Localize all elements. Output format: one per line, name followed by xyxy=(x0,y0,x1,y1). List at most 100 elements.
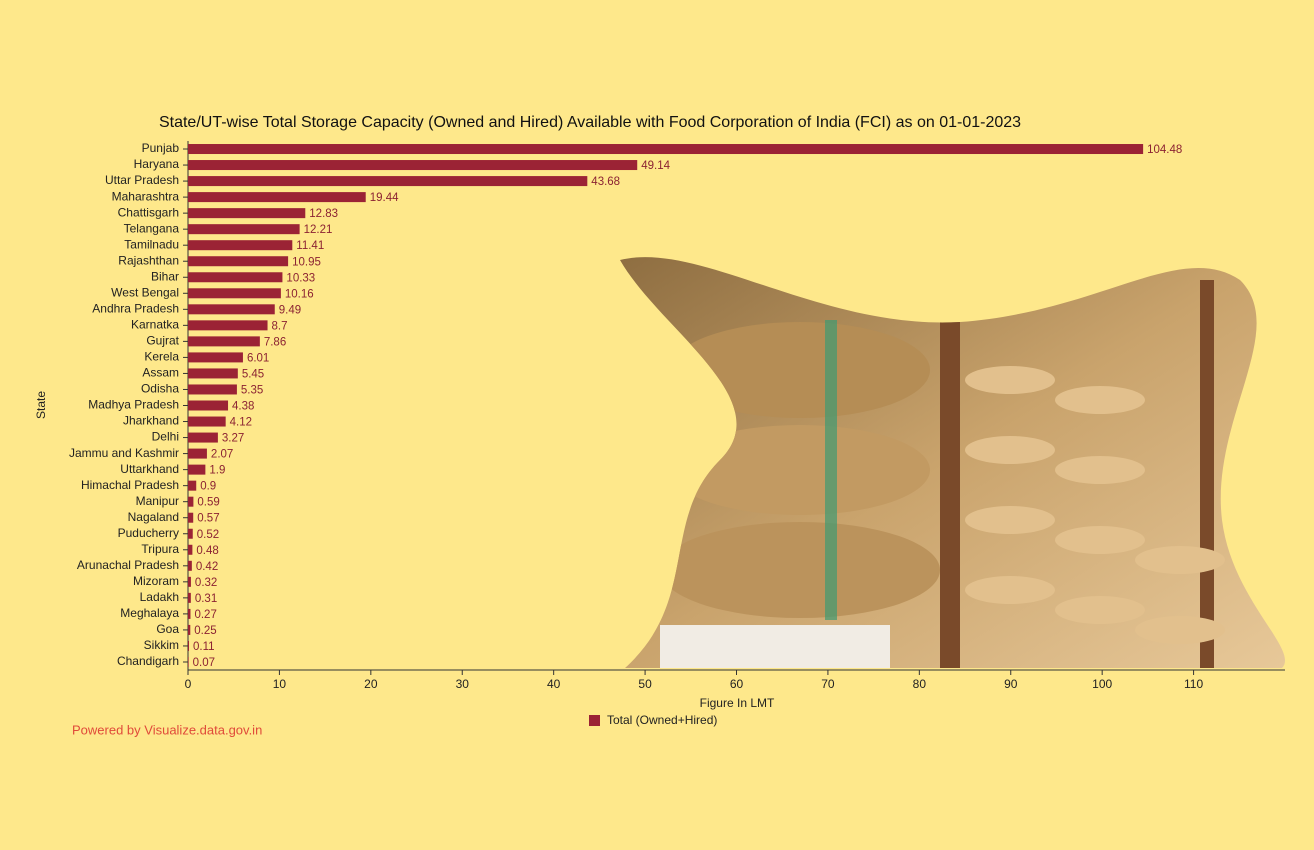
y-tick-label: Tamilnadu xyxy=(124,237,179,251)
value-label: 0.32 xyxy=(195,577,217,589)
x-tick-label: 30 xyxy=(456,677,470,691)
value-label: 0.9 xyxy=(200,481,216,493)
y-tick-label: Madhya Pradesh xyxy=(88,398,179,412)
bar xyxy=(188,608,191,619)
y-tick-label: Kerela xyxy=(144,350,179,364)
bar xyxy=(188,368,238,379)
y-tick-label: Chandigarh xyxy=(117,654,179,668)
bar xyxy=(188,240,293,251)
value-label: 4.12 xyxy=(230,417,252,429)
value-label: 0.42 xyxy=(196,561,218,573)
bar xyxy=(188,592,191,603)
bar xyxy=(188,304,275,315)
value-label: 5.45 xyxy=(242,368,264,380)
y-tick-label: Haryana xyxy=(134,157,180,171)
bar xyxy=(188,208,306,219)
bar xyxy=(188,224,300,235)
x-tick-label: 110 xyxy=(1184,677,1203,691)
value-label: 43.68 xyxy=(591,176,620,188)
y-tick-label: Karnatka xyxy=(131,318,179,332)
y-tick-label: Manipur xyxy=(136,494,179,508)
y-tick-label: Andhra Pradesh xyxy=(92,301,179,315)
bar xyxy=(188,288,281,299)
value-label: 0.25 xyxy=(194,625,216,637)
value-label: 8.7 xyxy=(272,320,288,332)
bar xyxy=(188,272,283,283)
value-label: 49.14 xyxy=(641,160,670,172)
bar xyxy=(188,400,229,411)
value-label: 12.83 xyxy=(309,208,338,220)
y-tick-label: Maharashtra xyxy=(112,189,180,203)
legend-label: Total (Owned+Hired) xyxy=(607,713,717,727)
bar xyxy=(188,528,193,539)
x-tick-label: 20 xyxy=(364,677,378,691)
y-tick-label: Uttar Pradesh xyxy=(105,173,179,187)
y-tick-label: Bihar xyxy=(151,269,179,283)
x-tick-label: 100 xyxy=(1092,677,1112,691)
value-label: 6.01 xyxy=(247,352,269,364)
bar xyxy=(188,352,243,363)
y-tick-label: Goa xyxy=(156,622,179,636)
bar xyxy=(188,464,206,475)
bar xyxy=(188,480,197,491)
bar xyxy=(188,496,194,507)
bar xyxy=(188,560,192,571)
x-axis-label: Figure In LMT xyxy=(700,696,775,710)
y-tick-label: Delhi xyxy=(152,430,179,444)
y-tick-label: Nagaland xyxy=(128,510,179,524)
value-label: 10.95 xyxy=(292,256,321,268)
value-label: 5.35 xyxy=(241,385,263,397)
y-tick-label: Mizoram xyxy=(133,574,179,588)
value-label: 0.31 xyxy=(195,593,217,605)
bar xyxy=(188,640,190,651)
bar xyxy=(188,160,638,171)
y-tick-label: Tripura xyxy=(141,542,179,556)
value-label: 19.44 xyxy=(370,192,399,204)
y-tick-label: Jammu and Kashmir xyxy=(69,446,179,460)
value-label: 3.27 xyxy=(222,433,244,445)
bar xyxy=(188,416,226,427)
y-tick-label: Odisha xyxy=(141,382,179,396)
bar xyxy=(188,512,194,523)
bar xyxy=(188,544,193,555)
y-tick-label: Uttarkhand xyxy=(120,462,179,476)
bar xyxy=(188,336,260,347)
bar xyxy=(188,144,1144,155)
legend-swatch xyxy=(589,715,600,726)
x-tick-label: 60 xyxy=(730,677,744,691)
value-label: 0.07 xyxy=(193,657,215,669)
y-tick-label: Ladakh xyxy=(140,590,179,604)
y-tick-label: West Bengal xyxy=(111,285,179,299)
value-label: 0.59 xyxy=(197,497,219,509)
value-label: 0.52 xyxy=(197,529,219,541)
decorative-image xyxy=(620,257,1286,668)
y-tick-label: Punjab xyxy=(142,141,180,155)
value-label: 4.38 xyxy=(232,401,254,413)
y-tick-label: Rajashthan xyxy=(118,253,179,267)
bar xyxy=(188,448,207,459)
y-tick-label: Chattisgarh xyxy=(118,205,179,219)
y-tick-label: Jharkhand xyxy=(123,414,179,428)
value-label: 0.27 xyxy=(194,609,216,621)
x-tick-label: 70 xyxy=(821,677,835,691)
value-label: 104.48 xyxy=(1147,144,1182,156)
x-tick-label: 40 xyxy=(547,677,561,691)
bar xyxy=(188,432,218,443)
value-label: 0.57 xyxy=(197,513,219,525)
y-tick-label: Puducherry xyxy=(118,526,179,540)
value-label: 11.41 xyxy=(296,240,324,252)
value-label: 10.16 xyxy=(285,288,314,300)
value-label: 7.86 xyxy=(264,336,286,348)
bar xyxy=(188,192,366,203)
x-tick-label: 10 xyxy=(273,677,287,691)
bar xyxy=(188,320,268,331)
value-label: 12.21 xyxy=(304,224,333,236)
bar xyxy=(188,576,191,587)
y-axis-label: State xyxy=(34,391,48,419)
bar xyxy=(188,656,189,667)
value-label: 1.9 xyxy=(209,465,225,477)
credit: Powered by Visualize.data.gov.in xyxy=(72,722,262,737)
bar xyxy=(188,176,588,187)
x-tick-label: 80 xyxy=(913,677,927,691)
